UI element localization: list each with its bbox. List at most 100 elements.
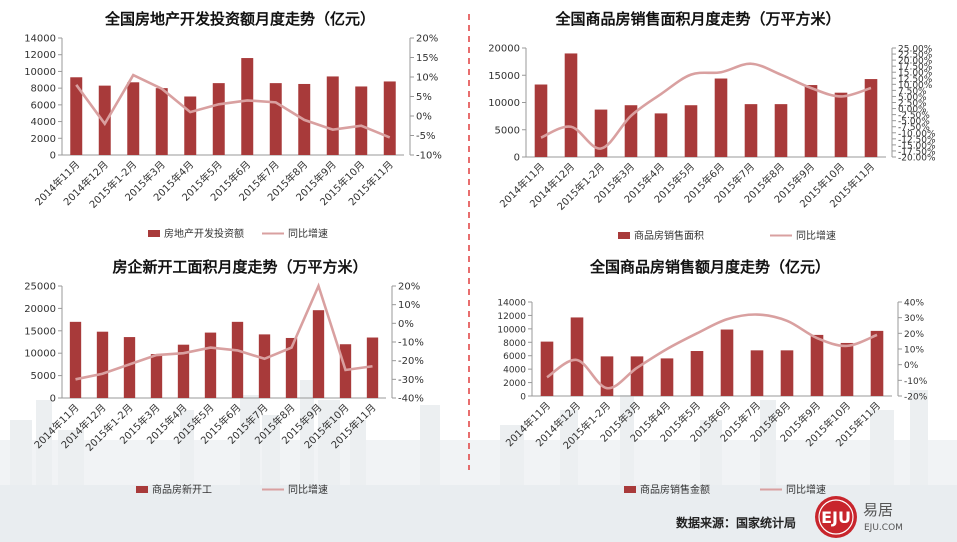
bar: [269, 83, 282, 155]
left-tick-label: 6000: [503, 352, 526, 362]
left-tick-label: 14000: [497, 299, 526, 309]
left-tick-label: 10000: [488, 98, 520, 109]
left-tick-label: 15000: [488, 71, 520, 82]
chart-title: 全国房地产开发投资额月度走势（亿元）: [104, 10, 375, 28]
bar: [654, 113, 668, 157]
bar: [684, 105, 698, 157]
right-tick-label: 10%: [398, 300, 420, 311]
left-tick-label: 20000: [24, 304, 56, 315]
right-tick-label: 17.50%: [898, 63, 933, 73]
left-tick-label: 25000: [24, 282, 56, 293]
skyline-background: [0, 380, 957, 542]
logo-cn-text: 易居: [863, 501, 893, 519]
right-tick-label: -5%: [416, 131, 435, 142]
legend-bar-label: 商品房销售金额: [640, 483, 710, 496]
right-tick-label: -7.50%: [898, 123, 930, 133]
right-tick-label: -20.00%: [898, 154, 936, 164]
bar: [744, 104, 758, 157]
left-tick-label: 14000: [24, 34, 56, 45]
left-tick-label: 8000: [31, 84, 56, 95]
right-tick-label: 5%: [416, 92, 432, 103]
left-tick-label: 2000: [503, 379, 526, 389]
bar: [258, 334, 271, 398]
bar: [630, 356, 644, 396]
bar: [326, 76, 339, 155]
bar: [241, 58, 254, 155]
legend-line-label: 同比增速: [796, 229, 836, 242]
right-tick-label: 30%: [904, 314, 924, 324]
data-source-text: 数据来源：国家统计局: [676, 515, 796, 530]
bar: [570, 317, 584, 396]
charts-root: 全国房地产开发投资额月度走势（亿元） 0 2000 4000 6000 8000 10000…: [24, 10, 936, 496]
bar: [177, 344, 190, 398]
bar: [123, 337, 136, 398]
right-tick-label: -17.50%: [898, 147, 936, 157]
left-tick-label: 10000: [497, 325, 526, 335]
right-tick-label: 22.50%: [898, 51, 933, 61]
left-tick-label: 15000: [24, 326, 56, 337]
left-tick-label: 12000: [24, 50, 56, 61]
left-tick-label: 6000: [31, 100, 56, 111]
legend-bar-swatch: [618, 232, 630, 239]
right-tick-label: 20.00%: [898, 57, 933, 67]
bar: [870, 330, 884, 396]
left-tick-label: 0: [514, 153, 520, 164]
right-tick-label: 10.00%: [898, 81, 933, 91]
chart-title: 房企新开工面积月度走势（万平方米）: [112, 258, 367, 276]
bar: [69, 321, 82, 398]
eju-logo: EJU 易居 EJU.COM: [815, 496, 903, 538]
right-tick-label: -10.00%: [898, 129, 936, 139]
legend-bar-swatch: [136, 486, 148, 493]
bar: [155, 88, 168, 155]
right-tick-label: -40%: [398, 394, 424, 405]
bar: [212, 83, 225, 155]
legend-line-label: 同比增速: [786, 483, 826, 496]
bar: [312, 310, 325, 398]
bar: [383, 81, 396, 155]
legend-line-label: 同比增速: [288, 483, 328, 496]
logo-eju-text: EJU: [821, 508, 851, 527]
bar: [774, 104, 788, 157]
right-tick-label: -2.50%: [898, 111, 930, 121]
bar: [720, 329, 734, 396]
bar: [127, 82, 140, 155]
growth-line: [75, 282, 373, 381]
right-tick-label: -20%: [398, 356, 424, 367]
bar: [540, 341, 554, 396]
right-tick-label: 20%: [416, 34, 438, 45]
legend-line-label: 同比增速: [288, 227, 328, 240]
right-tick-label: -10%: [416, 151, 442, 162]
growth-line: [546, 313, 878, 390]
left-tick-label: 2000: [31, 134, 56, 145]
right-tick-label: 20%: [398, 282, 420, 293]
bar: [534, 84, 548, 157]
bar: [98, 85, 111, 155]
bar: [594, 109, 608, 157]
bar: [204, 332, 217, 398]
right-tick-label: -12.50%: [898, 135, 936, 145]
left-tick-label: 0: [50, 394, 56, 405]
bar: [834, 92, 848, 157]
right-tick-label: 10%: [416, 73, 438, 84]
left-tick-label: 8000: [503, 339, 526, 349]
right-tick-label: 10%: [904, 346, 924, 356]
right-tick-label: 0%: [416, 112, 432, 123]
legend-bar-swatch: [148, 230, 160, 237]
bar: [366, 337, 379, 398]
bar: [864, 79, 878, 157]
right-tick-label: 20%: [904, 330, 924, 340]
growth-line: [540, 62, 872, 150]
right-tick-label: -15.00%: [898, 141, 936, 151]
right-tick-label: 12.50%: [898, 75, 933, 85]
growth-line: [75, 73, 391, 139]
right-tick-label: 5.00%: [898, 93, 927, 103]
bar: [810, 334, 824, 396]
right-tick-label: 0%: [398, 319, 414, 330]
left-tick-label: 5000: [31, 371, 56, 382]
legend-bar-swatch: [624, 486, 636, 493]
right-tick-label: 40%: [904, 299, 924, 309]
left-tick-label: 0: [520, 393, 526, 403]
right-tick-label: 7.50%: [898, 87, 927, 97]
left-tick-label: 0: [50, 151, 56, 162]
